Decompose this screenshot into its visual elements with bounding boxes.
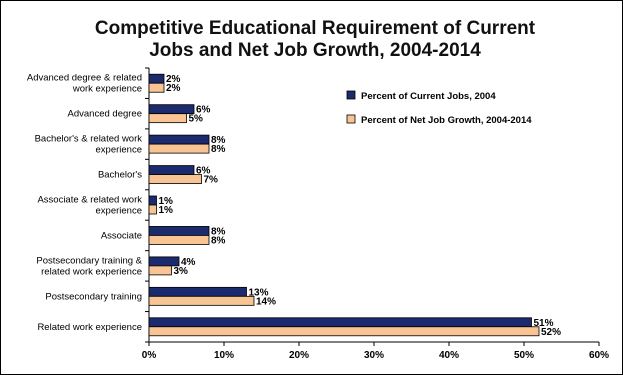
x-tick-label: 40% [439,350,459,361]
x-tick-label: 20% [289,350,309,361]
bar-current-jobs [148,317,532,328]
bar-current-jobs [148,134,210,145]
category-label: Advanced degree [68,109,142,120]
legend: Percent of Current Jobs, 2004 Percent of … [346,90,532,126]
category-label: Associate [101,230,142,241]
x-tick-labels: 0% 10% 20% 30% 40% 50% 60% [142,350,609,361]
data-label: 1% [159,196,174,207]
bar-current-jobs [148,73,165,84]
legend-label: Percent of Net Job Growth, 2004-2014 [361,115,532,126]
chart-title-line-1: Competitive Educational Requirement of C… [95,18,536,39]
x-tick-label: 50% [514,350,534,361]
bar-net-growth [148,143,210,154]
x-tick-label: 30% [364,350,384,361]
data-label: 13% [249,287,269,298]
data-label: 2% [166,83,181,94]
data-label: 14% [256,296,276,307]
category-label: experience [96,206,142,217]
data-labels: 2%2%6%5%8%8%6%7%1%1%8%8%4%3%13%14%51%52% [159,74,562,338]
data-label: 51% [534,318,554,329]
category-label: Bachelor's [98,170,142,181]
data-label: 5% [189,114,204,125]
bar-net-growth [148,295,255,306]
category-label: Postsecondary training [45,291,142,302]
category-label: Postsecondary training & [36,255,142,266]
x-tick-label: 60% [589,350,609,361]
category-label: work experience [72,84,142,95]
data-label: 6% [196,105,211,116]
data-label: 7% [204,175,219,186]
data-label: 8% [211,144,226,155]
data-label: 2% [166,74,181,85]
data-label: 3% [174,266,189,277]
bar-net-growth [148,174,202,184]
bar-current-jobs [148,104,195,115]
data-label: 1% [159,205,174,216]
bars [148,73,540,337]
bar-net-growth [148,82,165,93]
bar-current-jobs [148,256,180,267]
category-label: Bachelor's & related work [35,134,143,145]
data-label: 52% [541,327,561,338]
bar-net-growth [148,204,157,215]
data-label: 8% [211,135,226,146]
category-label: Advanced degree & related [27,73,142,84]
x-tick-label: 0% [142,350,157,361]
legend-swatch [346,90,356,100]
bar-current-jobs [148,195,157,206]
bar-net-growth [148,326,540,337]
bar-net-growth [148,265,172,276]
data-label: 6% [196,166,211,177]
category-label: related work experience [41,266,142,277]
bar-net-growth [148,113,187,124]
category-label: Related work experience [37,322,142,333]
bar-current-jobs [148,226,210,236]
bar-current-jobs [148,286,247,297]
category-label: experience [96,145,142,156]
data-label: 8% [211,235,226,246]
legend-label: Percent of Current Jobs, 2004 [361,91,496,102]
legend-swatch [346,114,356,124]
category-label: Associate & related work [37,195,142,206]
bar-net-growth [148,235,210,245]
data-label: 8% [211,226,226,237]
x-tick-label: 10% [214,350,234,361]
bar-current-jobs [148,165,195,175]
data-label: 4% [181,257,196,268]
chart-title-line-2: Jobs and Net Job Growth, 2004-2014 [149,40,481,61]
